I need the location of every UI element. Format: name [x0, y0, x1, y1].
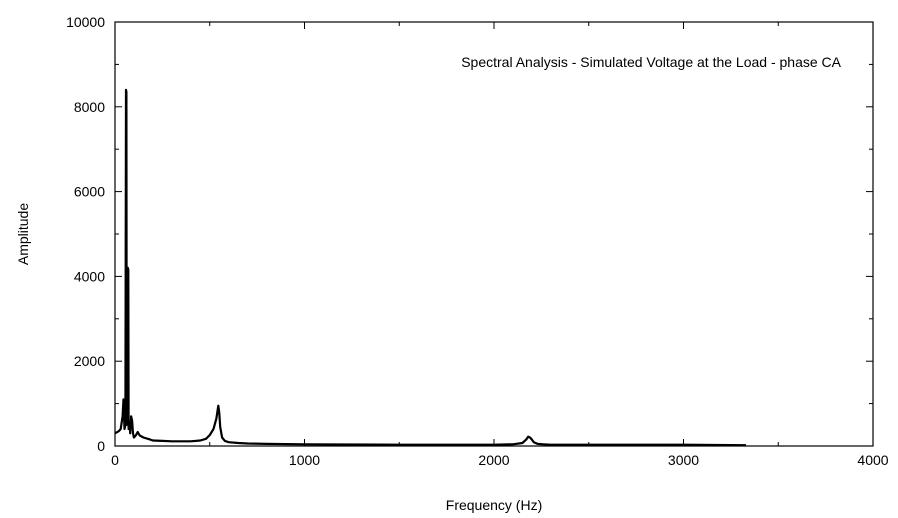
- plot-frame: [114, 21, 874, 447]
- y-tick-label: 10000: [66, 14, 105, 30]
- chart-title: Spectral Analysis - Simulated Voltage at…: [461, 54, 841, 70]
- x-tick-label: 3000: [668, 452, 699, 468]
- x-tick-label: 2000: [478, 452, 509, 468]
- x-tick-label: 1000: [289, 452, 320, 468]
- tick-labels: 0 1000 2000 3000 4000 0 2000 4000 6000 8000 10000: [66, 14, 889, 468]
- x-tick-label: 4000: [857, 452, 888, 468]
- y-tick-label: 8000: [74, 99, 105, 115]
- x-tick-label: 0: [111, 452, 119, 468]
- y-tick-label: 4000: [74, 268, 105, 284]
- y-tick-label: 0: [97, 438, 105, 454]
- axis-ticks: [114, 21, 874, 447]
- x-axis-label: Frequency (Hz): [446, 497, 542, 513]
- y-tick-label: 6000: [74, 184, 105, 200]
- amplitude-trace: [114, 88, 747, 447]
- y-tick-label: 2000: [74, 353, 105, 369]
- y-axis-label: Amplitude: [15, 203, 31, 265]
